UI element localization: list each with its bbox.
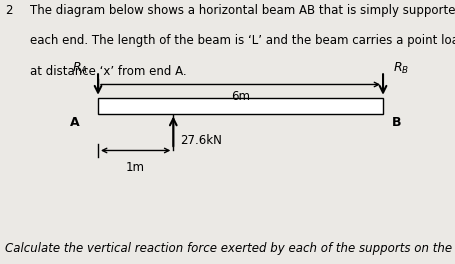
Text: $R_B$: $R_B$ <box>392 61 409 76</box>
Text: each end. The length of the beam is ‘L’ and the beam carries a point load ‘W’: each end. The length of the beam is ‘L’ … <box>30 34 455 47</box>
Text: 27.6kN: 27.6kN <box>180 134 222 147</box>
Text: 6m: 6m <box>231 90 249 103</box>
Bar <box>98 98 382 114</box>
Text: 1m: 1m <box>126 161 145 174</box>
Text: Calculate the vertical reaction force exerted by each of the supports on the: Calculate the vertical reaction force ex… <box>5 242 452 254</box>
Text: The diagram below shows a horizontal beam AB that is simply supported at: The diagram below shows a horizontal bea… <box>30 4 455 17</box>
Text: at distance ‘x’ from end A.: at distance ‘x’ from end A. <box>30 65 186 78</box>
Text: A: A <box>70 116 80 129</box>
Text: $R_A$: $R_A$ <box>71 61 88 76</box>
Text: 2: 2 <box>5 4 13 17</box>
Text: B: B <box>391 116 401 129</box>
